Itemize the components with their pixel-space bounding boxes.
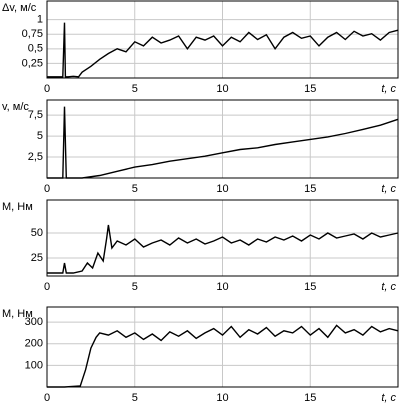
y-tick-label: 200 xyxy=(25,338,43,350)
y-tick-label: 0,5 xyxy=(28,43,43,55)
y-axis-label: M, Нм xyxy=(2,201,33,213)
x-tick-label: 15 xyxy=(304,392,316,404)
y-tick-label: 0,25 xyxy=(22,57,43,69)
x-tick-label: 15 xyxy=(304,183,316,195)
plot-frame xyxy=(46,99,399,179)
data-line xyxy=(47,22,399,78)
data-line xyxy=(47,106,399,179)
data-line xyxy=(47,324,399,388)
y-tick-label: 25 xyxy=(31,252,43,264)
x-axis-label: t, c xyxy=(381,83,396,95)
x-tick-label: 10 xyxy=(216,183,228,195)
x-tick-label: 0 xyxy=(44,392,50,404)
x-axis-label: t, c xyxy=(381,281,396,293)
x-tick-label: 10 xyxy=(216,281,228,293)
plot-frame xyxy=(46,306,399,388)
y-tick-label: 5 xyxy=(37,130,43,142)
y-tick-label: 50 xyxy=(31,227,43,239)
data-line xyxy=(47,224,399,274)
y-axis-label: M, Нм xyxy=(2,308,33,320)
x-tick-label: 15 xyxy=(304,281,316,293)
y-tick-label: 100 xyxy=(25,359,43,371)
x-tick-label: 0 xyxy=(44,83,50,95)
y-tick-label: 7,5 xyxy=(28,109,43,121)
x-tick-label: 10 xyxy=(216,83,228,95)
y-axis-label: Δv, м/с xyxy=(2,2,37,14)
x-tick-label: 15 xyxy=(304,83,316,95)
y-tick-label: 300 xyxy=(25,316,43,328)
x-tick-label: 5 xyxy=(132,392,138,404)
x-tick-label: 0 xyxy=(44,281,50,293)
plot-frame xyxy=(46,0,399,79)
x-axis-label: t, c xyxy=(381,392,396,404)
y-tick-label: 0,75 xyxy=(22,28,43,40)
y-tick-label: 1 xyxy=(37,14,43,26)
x-axis-label: t, c xyxy=(381,183,396,195)
x-tick-label: 5 xyxy=(132,183,138,195)
y-tick-label: 2,5 xyxy=(28,151,43,163)
y-axis-label: v, м/с xyxy=(2,101,29,113)
x-tick-label: 5 xyxy=(132,281,138,293)
x-tick-label: 10 xyxy=(216,392,228,404)
x-tick-label: 5 xyxy=(132,83,138,95)
plot-frame xyxy=(46,199,399,277)
x-tick-label: 0 xyxy=(44,183,50,195)
